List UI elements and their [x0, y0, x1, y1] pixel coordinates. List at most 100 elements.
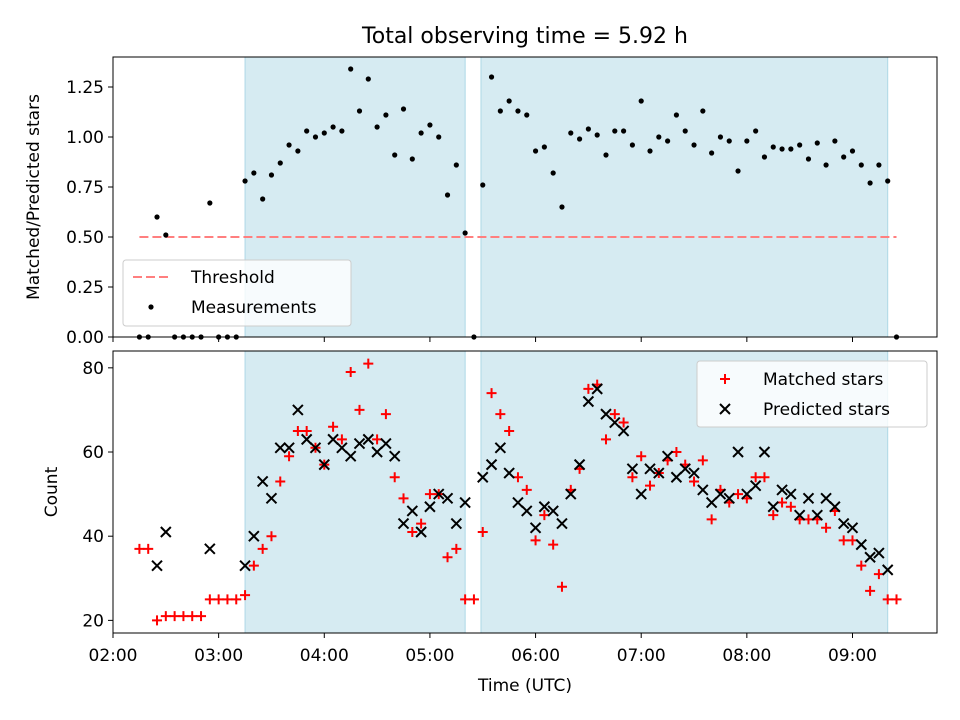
predicted-point	[688, 467, 700, 479]
predicted-point	[749, 479, 762, 492]
measurement-point	[665, 138, 671, 144]
measurement-point	[383, 112, 389, 118]
measurement-point	[849, 148, 856, 154]
predicted-point	[591, 383, 603, 395]
legend-threshold-label: Threshold	[190, 268, 275, 288]
predicted-point	[644, 463, 656, 475]
predicted-point	[714, 488, 727, 500]
predicted-point	[529, 522, 542, 534]
predicted-point	[802, 492, 815, 505]
predicted-point	[767, 501, 779, 513]
matched-point	[152, 615, 163, 626]
predicted-point	[239, 559, 251, 572]
y-tick-label: 0.50	[66, 228, 104, 248]
predicted-point	[327, 433, 339, 446]
measurement-point	[761, 154, 768, 160]
legend-predicted-swatch	[719, 403, 731, 415]
matched-point	[248, 560, 259, 571]
x-tick-label: 05:00	[405, 646, 454, 666]
predicted-point	[512, 496, 524, 509]
predicted-point	[336, 442, 348, 454]
legend-box	[696, 360, 928, 428]
predicted-point	[503, 467, 515, 479]
predicted-point	[582, 395, 595, 408]
predicted-point	[565, 488, 577, 500]
predicted-point	[389, 450, 401, 462]
measurement-point	[260, 196, 266, 202]
measurement-point	[612, 128, 618, 134]
measurement-point	[779, 146, 785, 152]
predicted-point	[256, 475, 269, 488]
x-tick-label: 02:00	[89, 646, 138, 666]
matched-point	[187, 611, 198, 622]
predicted-point	[679, 463, 691, 475]
predicted-point	[538, 501, 551, 513]
series-predicted-stars	[151, 383, 894, 576]
measurement-point	[163, 232, 169, 238]
matched-point	[477, 526, 488, 537]
measurement-point	[524, 112, 530, 118]
matched-point	[222, 594, 233, 605]
legend-measurements-swatch	[148, 304, 154, 310]
matched-point	[838, 535, 849, 546]
y-tick-label: 20	[82, 611, 104, 631]
y-tick-label: 0.00	[66, 328, 104, 348]
predicted-point	[785, 488, 797, 500]
x-tick-label: 07:00	[617, 646, 666, 666]
predicted-point	[811, 509, 823, 521]
legend-matched-label: Matched stars	[763, 370, 883, 390]
measurement-point	[559, 204, 565, 210]
matched-point	[609, 409, 620, 420]
matched-point	[486, 388, 497, 399]
measurement-point	[647, 148, 653, 154]
measurement-point	[638, 98, 644, 104]
matched-point	[636, 451, 647, 462]
measurement-point	[242, 178, 248, 184]
predicted-point	[433, 488, 445, 500]
predicted-point	[397, 517, 410, 530]
measurement-point	[709, 150, 715, 156]
matched-point	[204, 594, 215, 605]
measurement-point	[744, 138, 750, 144]
measurement-point	[814, 140, 820, 146]
matched-point	[530, 535, 541, 546]
figure-title: Total observing time = 5.92 h	[361, 24, 688, 49]
matched-point	[380, 409, 391, 420]
ratio-panel: 0.00 0.25 0.50 0.75 1.00 1.25 Matched/Predicte…	[24, 56, 938, 348]
y-tick-label: 60	[82, 443, 104, 463]
predicted-point	[881, 564, 894, 576]
measurement-point	[339, 128, 345, 134]
predicted-point	[609, 416, 621, 429]
predicted-point	[837, 517, 850, 530]
predicted-point	[600, 408, 612, 420]
measurement-point	[268, 172, 275, 178]
y-tick-label: 40	[82, 527, 104, 547]
measurement-point	[488, 74, 495, 80]
measurement-point	[251, 170, 257, 176]
measurement-point	[620, 128, 627, 134]
predicted-point	[521, 505, 533, 517]
predicted-point	[758, 446, 771, 458]
measurement-point	[770, 144, 776, 150]
measurement-point	[418, 130, 424, 136]
measurement-point	[797, 142, 803, 148]
matched-point	[196, 611, 207, 622]
matched-point	[143, 543, 154, 554]
x-tick-label: 08:00	[722, 646, 771, 666]
legend-matched-swatch	[720, 374, 730, 384]
measurement-point	[576, 136, 583, 142]
predicted-point	[151, 559, 163, 572]
predicted-point	[820, 492, 832, 505]
y-tick-label: 1.00	[66, 128, 104, 148]
predicted-point	[248, 530, 260, 542]
measurement-point	[832, 138, 838, 144]
measurement-point	[348, 66, 354, 72]
measurement-point	[858, 162, 864, 168]
matched-point	[495, 409, 506, 420]
predicted-point	[160, 526, 172, 538]
matched-point	[160, 611, 171, 622]
predicted-point	[344, 450, 357, 462]
measurement-point	[497, 108, 503, 114]
predicted-point	[846, 522, 859, 534]
measurement-point	[885, 178, 891, 184]
